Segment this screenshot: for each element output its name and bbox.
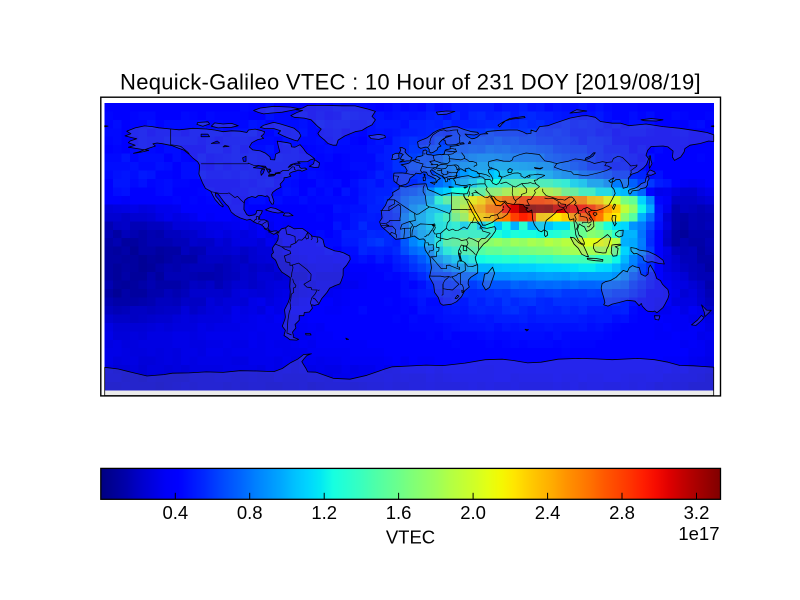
svg-text:1e17: 1e17 (678, 523, 719, 544)
svg-text:2.0: 2.0 (460, 502, 486, 523)
svg-text:1.2: 1.2 (311, 502, 337, 523)
svg-text:2.4: 2.4 (535, 502, 561, 523)
svg-text:1.6: 1.6 (386, 502, 412, 523)
svg-text:0.4: 0.4 (162, 502, 188, 523)
svg-text:3.2: 3.2 (684, 502, 710, 523)
svg-text:0.8: 0.8 (237, 502, 263, 523)
svg-text:2.8: 2.8 (609, 502, 635, 523)
svg-text:VTEC: VTEC (386, 527, 435, 548)
svg-text:Nequick-Galileo VTEC : 10 Hour: Nequick-Galileo VTEC : 10 Hour of 231 DO… (120, 70, 701, 95)
